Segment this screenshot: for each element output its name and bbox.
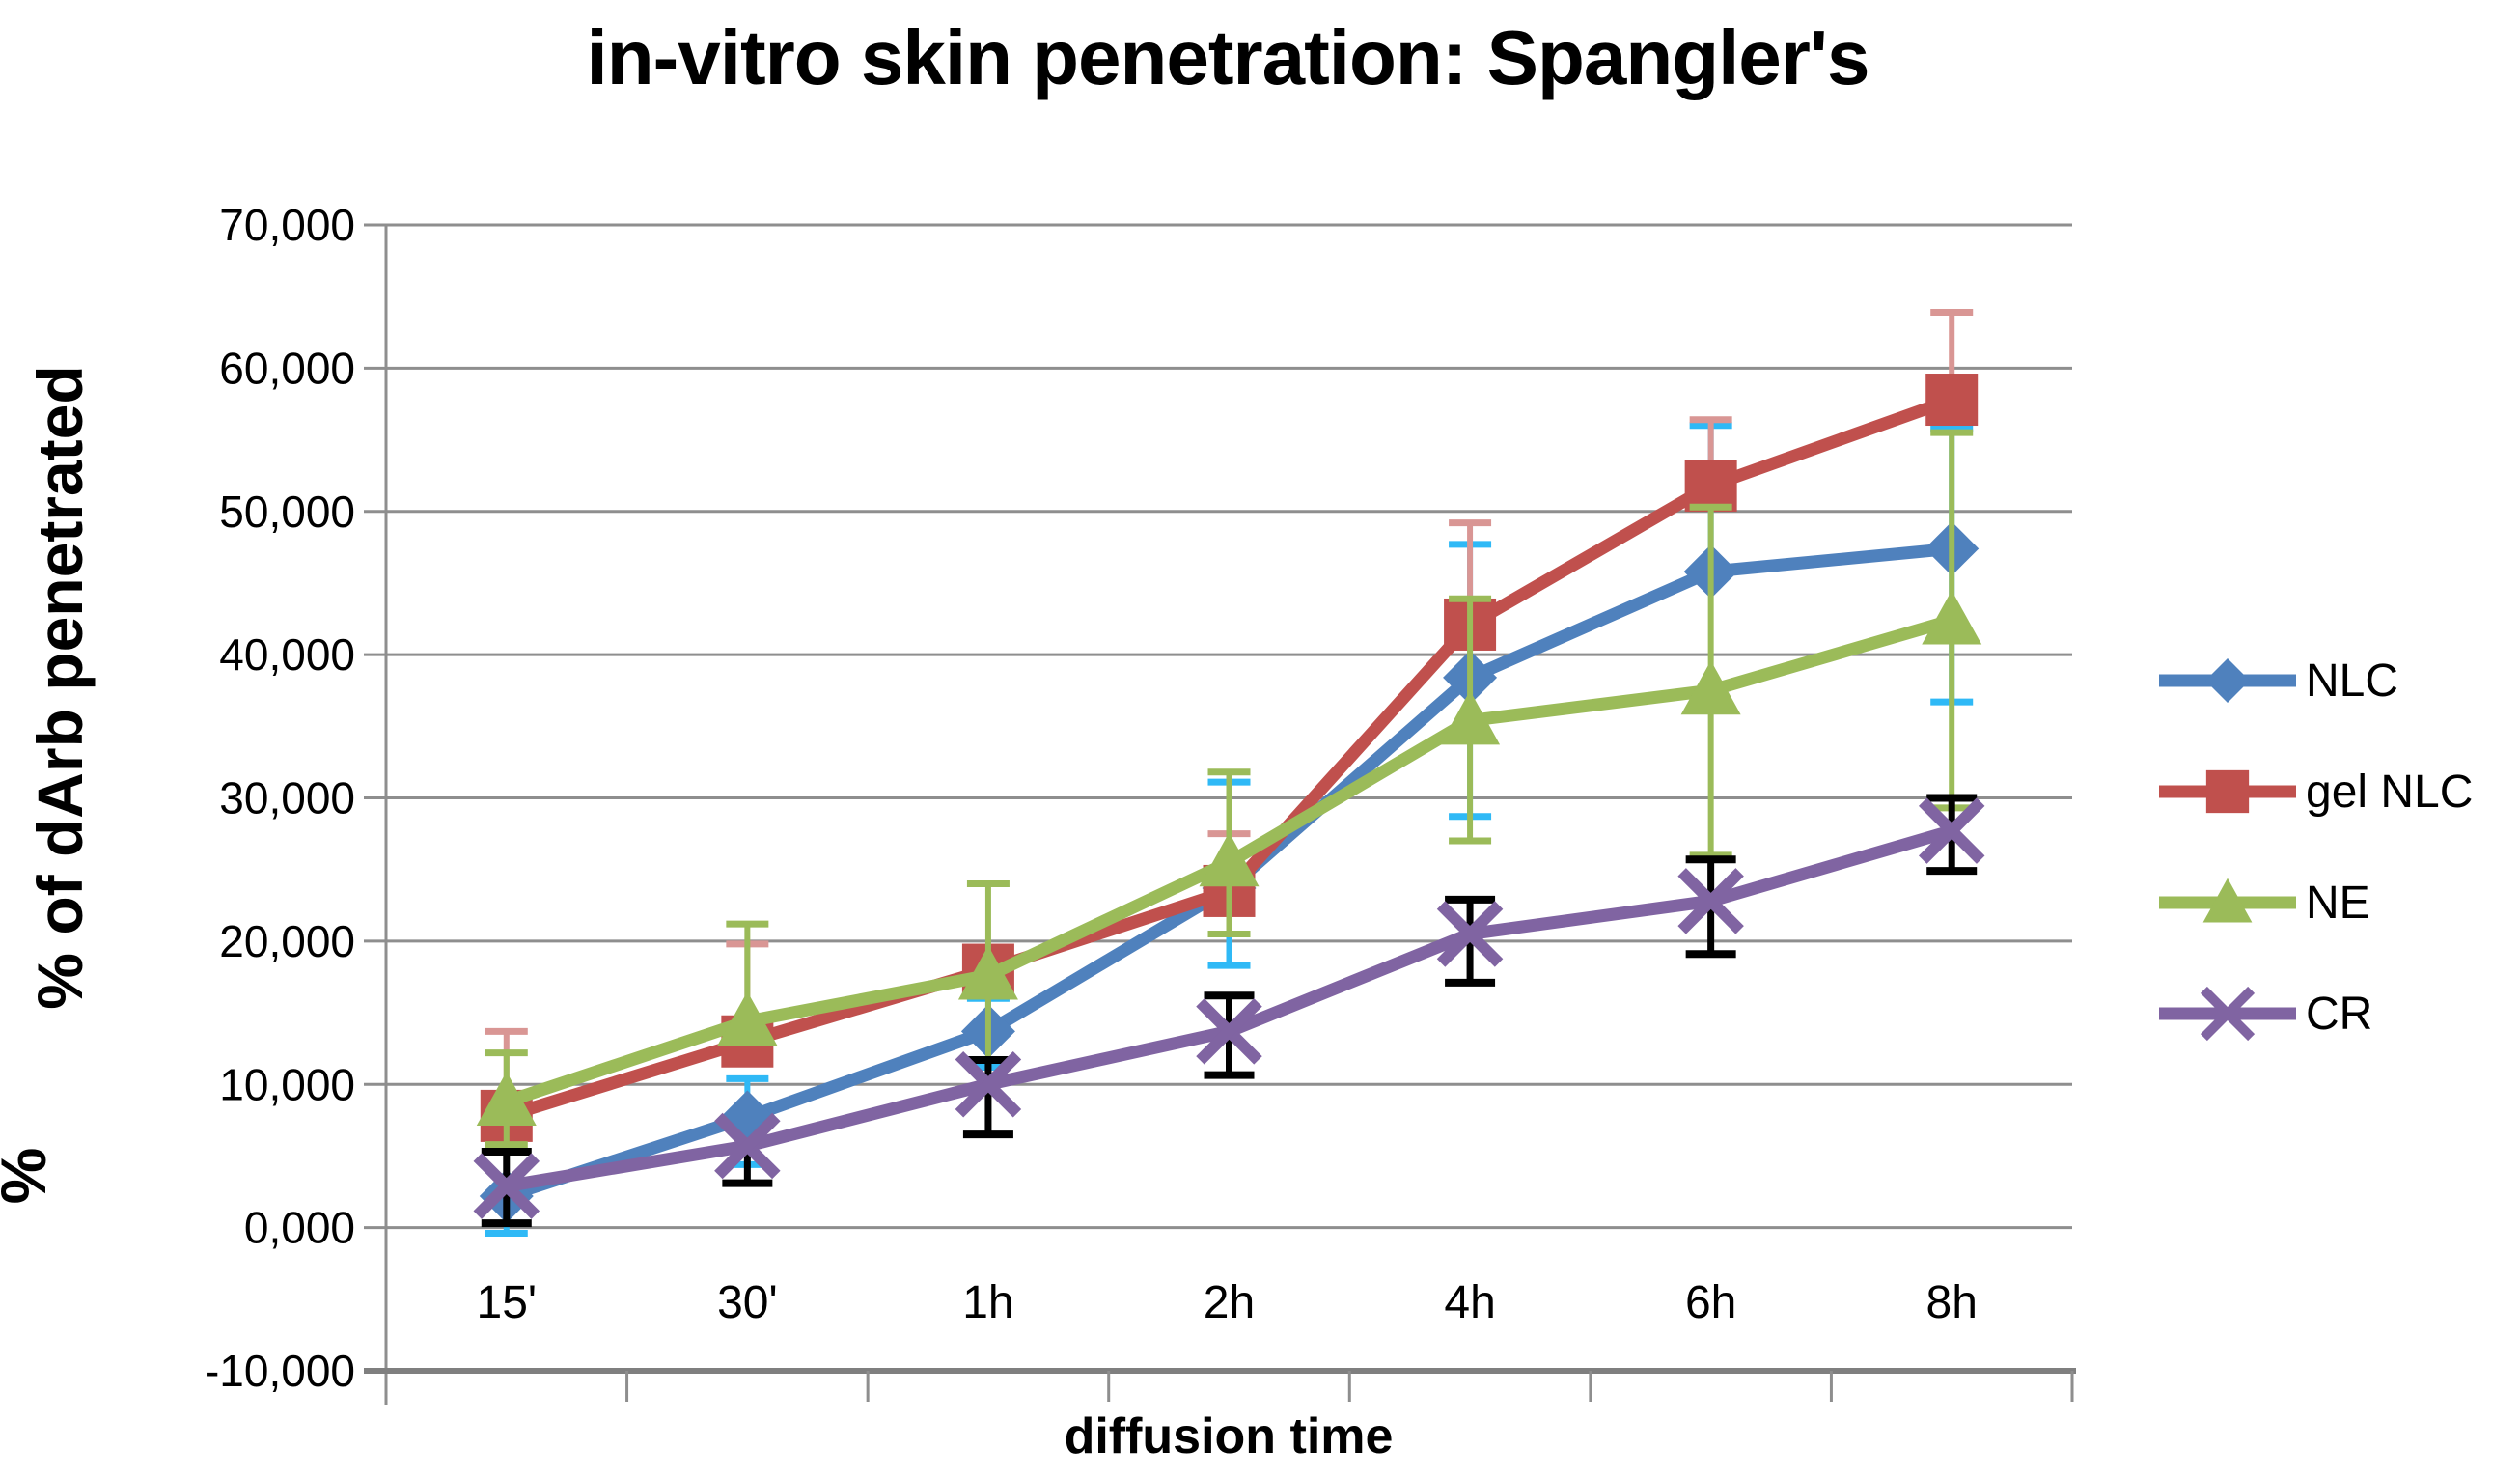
y-tick-label: -10,000 — [205, 1346, 355, 1396]
y-tick-label: 30,000 — [219, 773, 355, 823]
x-axis-title: diffusion time — [1064, 1408, 1394, 1464]
x-tick-label: 6h — [1685, 1277, 1736, 1328]
y-tick-label: 10,000 — [219, 1059, 355, 1109]
y-tick-label: 50,000 — [219, 487, 355, 537]
x-tick-label: 4h — [1444, 1277, 1495, 1328]
series-cr — [473, 794, 1985, 1228]
x-tick-label: 8h — [1926, 1277, 1978, 1328]
y-tick-label: 20,000 — [219, 916, 355, 966]
y-tick-label: 40,000 — [219, 629, 355, 680]
y-tick-label: 0,000 — [244, 1203, 355, 1253]
x-tick-label: 15' — [477, 1277, 538, 1328]
chart-title: in-vitro skin penetration: Spangler's — [586, 14, 1870, 100]
y-tick-label: 60,000 — [219, 343, 355, 393]
y-tick-label: 70,000 — [219, 200, 355, 250]
gridlines — [364, 223, 2072, 1373]
series-ne — [476, 429, 1982, 1149]
x-tick-label: 1h — [962, 1277, 1013, 1328]
x-tick-label: 30' — [717, 1277, 778, 1328]
x-tick-label: 2h — [1204, 1277, 1255, 1328]
